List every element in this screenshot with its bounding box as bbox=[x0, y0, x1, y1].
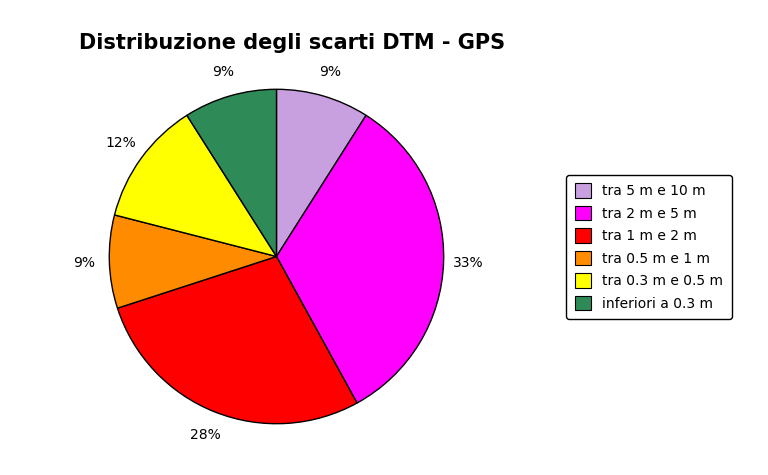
Text: 33%: 33% bbox=[453, 256, 484, 269]
Text: 9%: 9% bbox=[73, 256, 95, 269]
Text: 28%: 28% bbox=[190, 428, 221, 442]
Text: Distribuzione degli scarti DTM - GPS: Distribuzione degli scarti DTM - GPS bbox=[79, 33, 505, 53]
Wedge shape bbox=[276, 115, 444, 403]
Text: 9%: 9% bbox=[319, 65, 341, 79]
Wedge shape bbox=[276, 89, 366, 256]
Wedge shape bbox=[109, 215, 276, 308]
Legend: tra 5 m e 10 m, tra 2 m e 5 m, tra 1 m e 2 m, tra 0.5 m e 1 m, tra 0.3 m e 0.5 m: tra 5 m e 10 m, tra 2 m e 5 m, tra 1 m e… bbox=[566, 175, 732, 319]
Text: 9%: 9% bbox=[212, 65, 233, 79]
Wedge shape bbox=[187, 89, 276, 256]
Wedge shape bbox=[118, 256, 357, 424]
Text: 12%: 12% bbox=[105, 136, 136, 151]
Wedge shape bbox=[114, 115, 276, 256]
